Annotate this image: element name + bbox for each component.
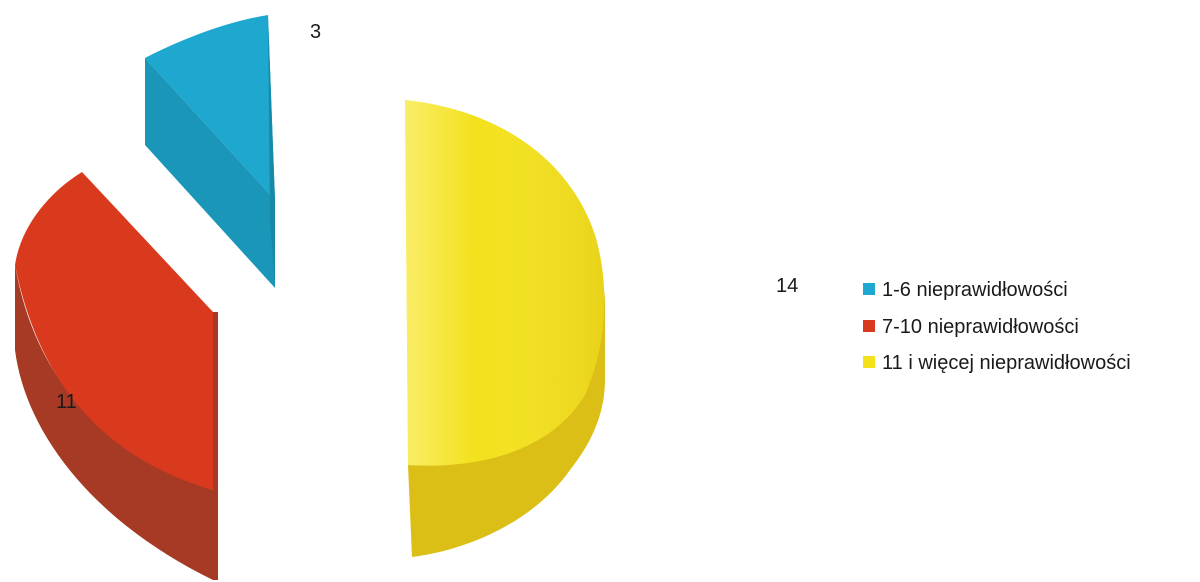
pie-slice-11-plus [405,100,605,557]
pie-slice-11-plus-side [408,290,605,557]
data-label-1-6: 3 [310,21,321,43]
data-label-7-10: 11 [56,391,77,413]
pie-slice-7-10-wall [213,312,218,580]
legend-swatch-11-plus [863,356,875,368]
pie-slice-1-6-side [268,15,275,288]
legend-label-1-6: 1-6 nieprawidłowości [882,279,1068,301]
data-label-11-plus: 14 [776,275,798,297]
pie-slice-1-6 [145,15,275,288]
pie-slice-11-plus-sheen [405,100,605,466]
legend-swatch-1-6 [863,283,875,295]
pie-slice-7-10-top [15,172,213,490]
legend-label-7-10: 7-10 nieprawidłowości [882,316,1079,338]
legend-swatch-7-10 [863,320,875,332]
pie-slice-1-6-top [145,15,275,200]
legend: 1-6 nieprawidłowości 7-10 nieprawidłowoś… [863,279,1131,374]
pie-slice-7-10 [15,172,218,580]
legend-label-11-plus: 11 i więcej nieprawidłowości [882,352,1131,374]
pie-slice-1-6-wall [145,58,275,288]
pie-slice-7-10-side [15,265,213,580]
